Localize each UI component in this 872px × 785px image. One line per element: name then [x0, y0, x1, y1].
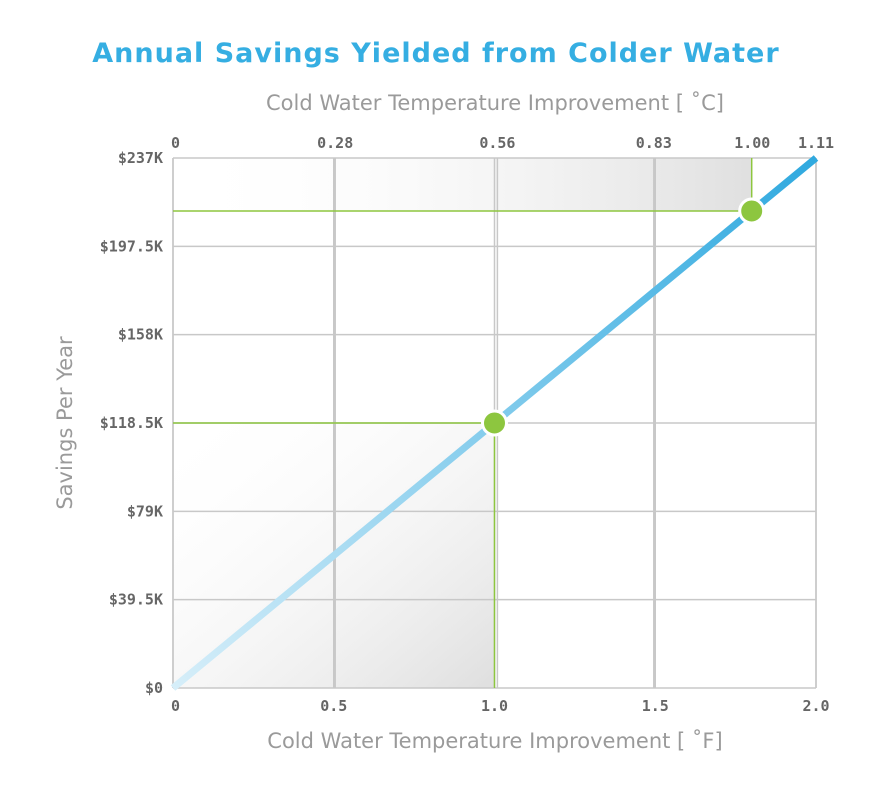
y-tick-label: $79K: [127, 502, 163, 520]
data-point: [738, 197, 766, 225]
x-tick-label: 1.5: [642, 697, 669, 715]
y-tick-label: $39.5K: [109, 591, 163, 609]
top-tick-label: 1.11: [798, 134, 834, 152]
highlight-points: [481, 197, 766, 437]
y-axis-label: Savings Per Year: [53, 336, 77, 510]
shade-region-high: [173, 158, 752, 211]
y-tick-labels: $0 $39.5K $79K $118.5K $158K $197.5K $237K: [100, 149, 163, 697]
y-tick-label: $118.5K: [100, 414, 163, 432]
top-tick-labels: 0 0.28 0.56 0.83 1.00 1.11: [171, 134, 834, 152]
highlight-guides: [173, 158, 753, 688]
x-tick-label: 0: [171, 697, 180, 715]
x-tick-label: 1.0: [481, 697, 508, 715]
y-tick-label: $237K: [118, 149, 163, 167]
x-tick-label: 0.5: [320, 697, 347, 715]
x-tick-labels: 0 0.5 1.0 1.5 2.0: [171, 697, 830, 715]
top-tick-label: 0.28: [317, 134, 353, 152]
top-tick-label: 0.83: [636, 134, 672, 152]
top-tick-label: 0: [171, 134, 180, 152]
top-tick-label: 0.56: [479, 134, 515, 152]
y-tick-label: $158K: [118, 326, 163, 344]
chart-title: Annual Savings Yielded from Colder Water: [92, 38, 779, 69]
x-tick-label: 2.0: [802, 697, 829, 715]
top-axis-label: Cold Water Temperature Improvement [ ˚C]: [266, 91, 724, 115]
x-axis-label: Cold Water Temperature Improvement [ ˚F]: [267, 729, 722, 753]
data-point: [481, 409, 508, 437]
top-tick-label: 1.00: [734, 134, 770, 152]
y-tick-label: $197.5K: [100, 237, 163, 255]
y-tick-label: $0: [145, 679, 163, 697]
